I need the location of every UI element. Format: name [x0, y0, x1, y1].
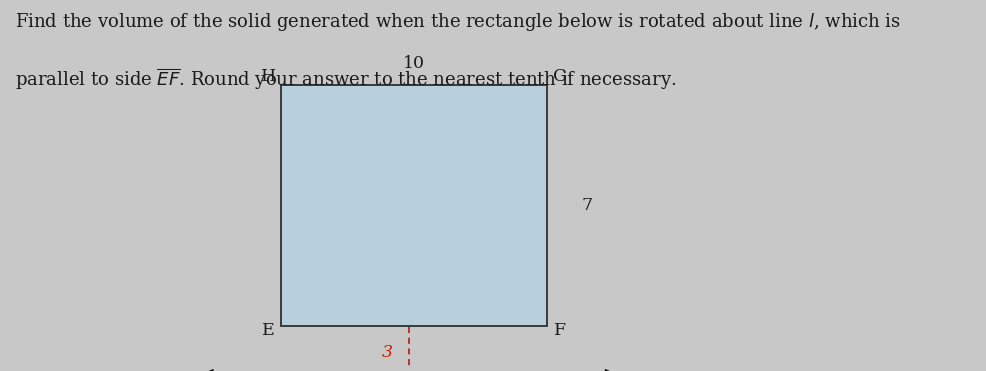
- Text: H: H: [260, 68, 276, 85]
- Text: 7: 7: [581, 197, 593, 214]
- Text: 3: 3: [382, 344, 393, 361]
- Text: Find the volume of the solid generated when the rectangle below is rotated about: Find the volume of the solid generated w…: [15, 11, 900, 33]
- Text: 10: 10: [403, 55, 425, 72]
- Text: E: E: [262, 322, 274, 339]
- Text: parallel to side $\overline{EF}$. Round your answer to the nearest tenth if nece: parallel to side $\overline{EF}$. Round …: [15, 67, 676, 92]
- Text: F: F: [554, 322, 566, 339]
- Text: G: G: [553, 68, 567, 85]
- Bar: [281, 85, 547, 326]
